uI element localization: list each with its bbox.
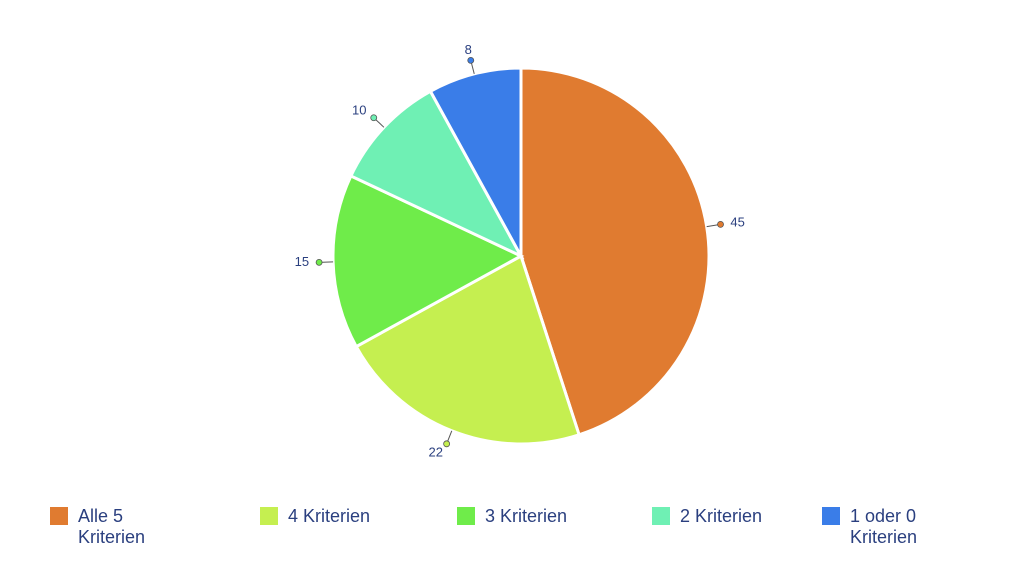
legend-swatch — [260, 507, 278, 525]
legend-label: Alle 5 Kriterien — [78, 506, 146, 547]
data-label: 10 — [352, 102, 366, 117]
legend-item[interactable]: 1 oder 0 Kriterien — [822, 506, 945, 548]
pie-slice — [348, 89, 525, 260]
legend-item[interactable]: 4 Kriterien — [260, 506, 383, 527]
leader-dot — [370, 114, 378, 122]
pie-slice — [428, 66, 523, 257]
legend-item[interactable]: Alle 5 Kriterien — [50, 506, 173, 548]
leader-dot — [443, 440, 451, 448]
data-label: 8 — [465, 42, 472, 57]
legend-label: 3 Kriterien — [485, 506, 568, 526]
data-label: 45 — [730, 214, 744, 229]
legend-swatch — [652, 507, 670, 525]
legend-swatch — [457, 507, 475, 525]
legend-item[interactable]: 2 Kriterien — [652, 506, 775, 527]
pie-slice — [354, 253, 581, 446]
legend-label: 4 Kriterien — [288, 506, 371, 526]
legend-item[interactable]: 3 Kriterien — [457, 506, 580, 527]
leader-dot — [717, 221, 724, 228]
chart: 45 22 15 10 8 — [295, 42, 745, 460]
pie-slice — [519, 66, 711, 437]
leader-dot — [467, 56, 475, 64]
legend-label: 2 Kriterien — [680, 506, 763, 526]
legend-label: 1 oder 0 Kriterien — [850, 506, 918, 547]
data-label: 22 — [428, 445, 442, 460]
leader-dot — [315, 258, 323, 266]
legend-swatch — [50, 507, 68, 525]
legend-swatch — [822, 507, 840, 525]
data-label: 15 — [295, 254, 309, 269]
